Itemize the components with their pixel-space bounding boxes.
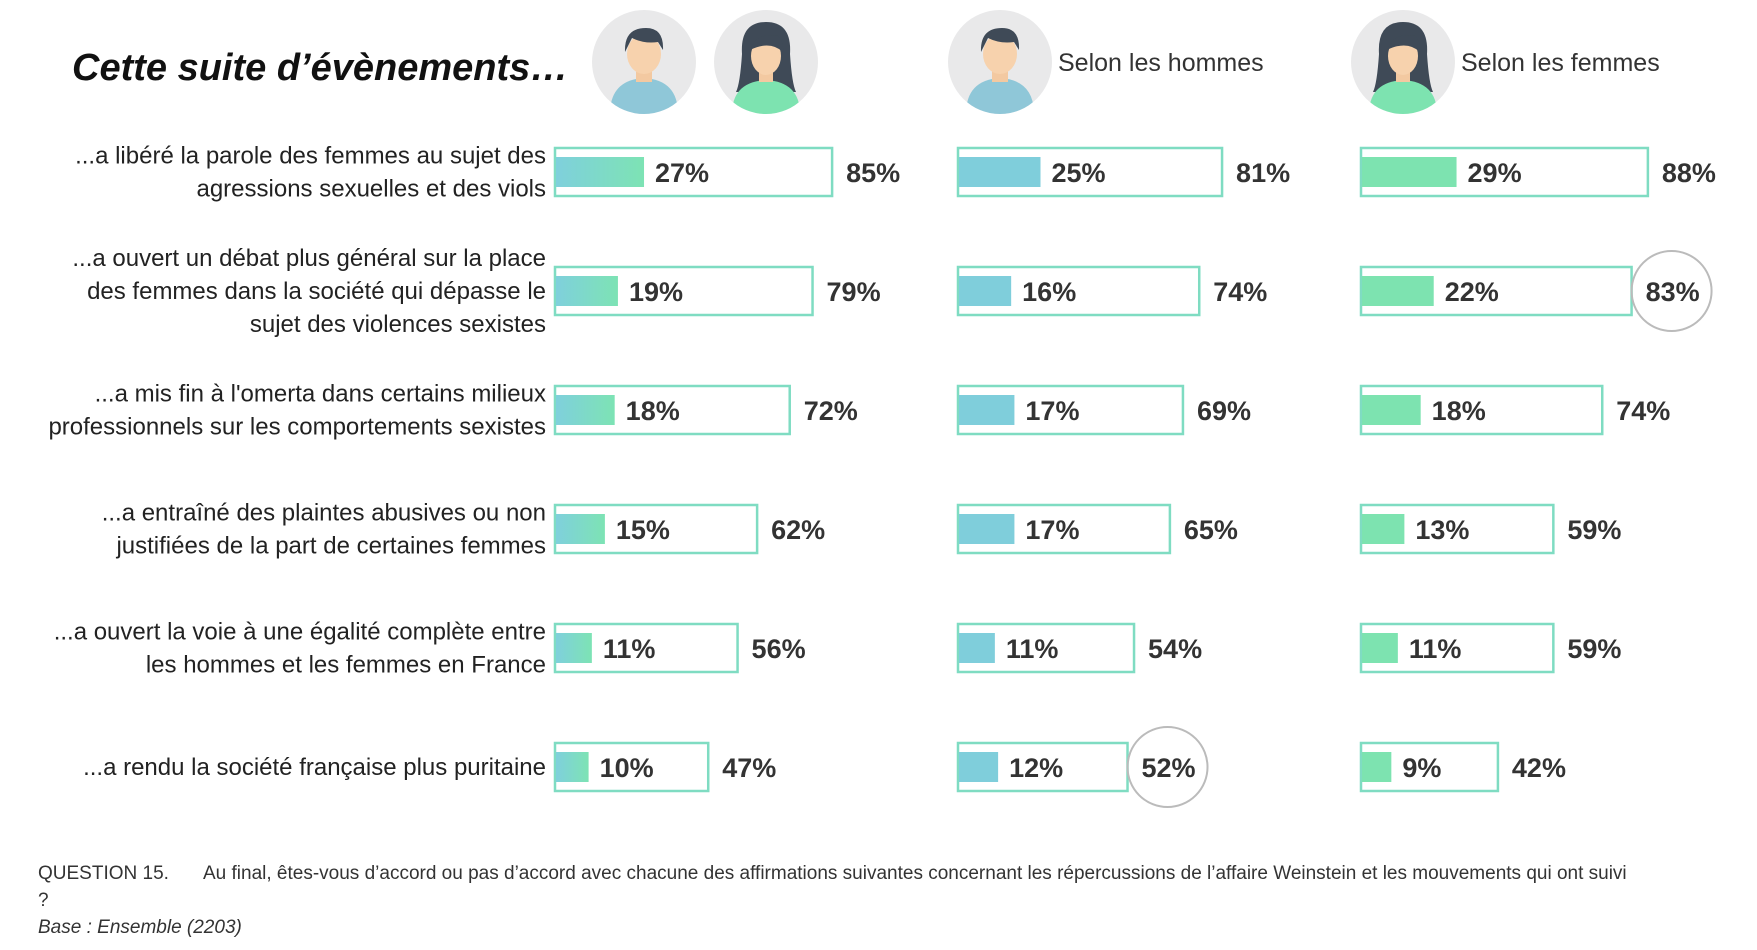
- inner-bar: [959, 514, 1015, 544]
- man-icon: [592, 10, 696, 114]
- series-hommes: 25% 81% 16% 74% 17% 69% 17% 65% 11% 54% 12% 52%: [956, 146, 1290, 808]
- base-note: Base : Ensemble (2203): [38, 917, 242, 938]
- inner-bar: [959, 157, 1041, 187]
- footer-note: QUESTION 15. Au final, êtes-vous d’accord…: [38, 860, 1638, 941]
- inner-value-label: 18%: [626, 396, 680, 426]
- outer-bar: [553, 384, 791, 436]
- outer-value-label: 88%: [1662, 158, 1716, 188]
- bar-series: 27% 85% 19% 79% 18% 72% 15% 62% 11% 56% 10% 47% 25% 8…: [553, 146, 1716, 808]
- inner-value-label: 15%: [616, 515, 670, 545]
- column-header-femmes: Selon les femmes: [1461, 49, 1660, 77]
- inner-bar: [556, 395, 615, 425]
- row-label-line: ...a rendu la société française plus pur…: [83, 754, 546, 781]
- inner-value-label: 12%: [1009, 753, 1063, 783]
- inner-bar: [1362, 752, 1392, 782]
- outer-value-label: 83%: [1646, 277, 1700, 307]
- row-label-line: ...a entraîné des plaintes abusives ou n…: [102, 500, 546, 527]
- inner-value-label: 22%: [1445, 277, 1499, 307]
- question-text: Au final, êtes-vous d’accord ou pas d’ac…: [38, 863, 1627, 911]
- inner-bar: [1362, 157, 1457, 187]
- row-label: ...a ouvert un débat plus général sur la…: [72, 245, 546, 338]
- outer-value-label: 42%: [1512, 753, 1566, 783]
- row-label: ...a ouvert la voie à une égalité complè…: [54, 619, 546, 679]
- inner-value-label: 27%: [655, 158, 709, 188]
- inner-bar: [1362, 395, 1421, 425]
- row-label: ...a mis fin à l'omerta dans certains mi…: [48, 381, 546, 441]
- inner-value-label: 13%: [1415, 515, 1469, 545]
- outer-value-label: 65%: [1184, 515, 1238, 545]
- inner-value-label: 10%: [600, 753, 654, 783]
- outer-value-label: 72%: [804, 396, 858, 426]
- inner-bar: [959, 276, 1012, 306]
- row-label: ...a entraîné des plaintes abusives ou n…: [102, 500, 546, 560]
- row-label-line: ...a libéré la parole des femmes au suje…: [75, 143, 546, 170]
- inner-bar: [556, 633, 592, 663]
- inner-bar: [959, 395, 1015, 425]
- inner-value-label: 29%: [1468, 158, 1522, 188]
- row-label-line: des femmes dans la société qui dépasse l…: [87, 278, 546, 305]
- inner-value-label: 11%: [1006, 634, 1059, 664]
- inner-bar: [556, 752, 589, 782]
- outer-value-label: 56%: [752, 634, 806, 664]
- row-label-line: ...a ouvert un débat plus général sur la…: [72, 245, 546, 272]
- inner-bar: [556, 157, 645, 187]
- row-label: ...a libéré la parole des femmes au suje…: [75, 143, 546, 203]
- row-label-line: sujet des violences sexistes: [250, 311, 546, 338]
- inner-bar: [1362, 276, 1434, 306]
- row-label-line: ...a mis fin à l'omerta dans certains mi…: [95, 381, 546, 408]
- inner-value-label: 17%: [1025, 396, 1079, 426]
- row-label-line: les hommes et les femmes en France: [146, 652, 546, 679]
- inner-value-label: 25%: [1052, 158, 1106, 188]
- outer-value-label: 54%: [1148, 634, 1202, 664]
- inner-value-label: 19%: [629, 277, 683, 307]
- outer-value-label: 59%: [1567, 634, 1621, 664]
- outer-value-label: 59%: [1567, 515, 1621, 545]
- question-number: QUESTION 15.: [38, 863, 169, 884]
- row-label-line: justifiées de la part de certaines femme…: [115, 533, 546, 560]
- row-label-line: professionnels sur les comportements sex…: [48, 414, 546, 441]
- outer-value-label: 74%: [1213, 277, 1267, 307]
- avatar-group: [592, 10, 1455, 114]
- row-label-line: ...a ouvert la voie à une égalité complè…: [54, 619, 546, 646]
- outer-value-label: 85%: [846, 158, 900, 188]
- row-label-line: agressions sexuelles et des viols: [196, 176, 546, 203]
- man-icon: [948, 10, 1052, 114]
- series-femmes: 29% 88% 22% 83% 18% 74% 13% 59% 11% 59% 9% 42%: [1359, 146, 1716, 793]
- inner-bar: [959, 752, 999, 782]
- inner-bar: [556, 276, 618, 306]
- inner-value-label: 11%: [1409, 634, 1462, 664]
- woman-icon: [1351, 10, 1455, 114]
- inner-bar: [1362, 633, 1398, 663]
- inner-value-label: 9%: [1402, 753, 1441, 783]
- row-label: ...a rendu la société française plus pur…: [83, 754, 546, 781]
- column-headers: Selon les hommes Selon les femmes: [1058, 49, 1660, 77]
- inner-bar: [959, 633, 995, 663]
- series-ensemble: 27% 85% 19% 79% 18% 72% 15% 62% 11% 56% 10% 47%: [553, 146, 900, 793]
- inner-bar: [1362, 514, 1405, 544]
- inner-bar: [556, 514, 605, 544]
- outer-value-label: 47%: [722, 753, 776, 783]
- outer-value-label: 62%: [771, 515, 825, 545]
- inner-value-label: 11%: [603, 634, 656, 664]
- highlight-circle: [1126, 726, 1209, 808]
- inner-value-label: 16%: [1022, 277, 1076, 307]
- outer-value-label: 69%: [1197, 396, 1251, 426]
- column-header-hommes: Selon les hommes: [1058, 49, 1264, 77]
- chart-title: Cette suite d’évènements…: [72, 47, 568, 89]
- row-labels: ...a libéré la parole des femmes au suje…: [48, 143, 546, 782]
- inner-value-label: 18%: [1432, 396, 1486, 426]
- highlight-circle: [1630, 250, 1713, 332]
- outer-value-label: 79%: [827, 277, 881, 307]
- outer-value-label: 74%: [1616, 396, 1670, 426]
- outer-value-label: 52%: [1142, 753, 1196, 783]
- outer-value-label: 81%: [1236, 158, 1290, 188]
- woman-icon: [714, 10, 818, 114]
- question-line: QUESTION 15. Au final, êtes-vous d’accord…: [38, 860, 1638, 914]
- inner-value-label: 17%: [1025, 515, 1079, 545]
